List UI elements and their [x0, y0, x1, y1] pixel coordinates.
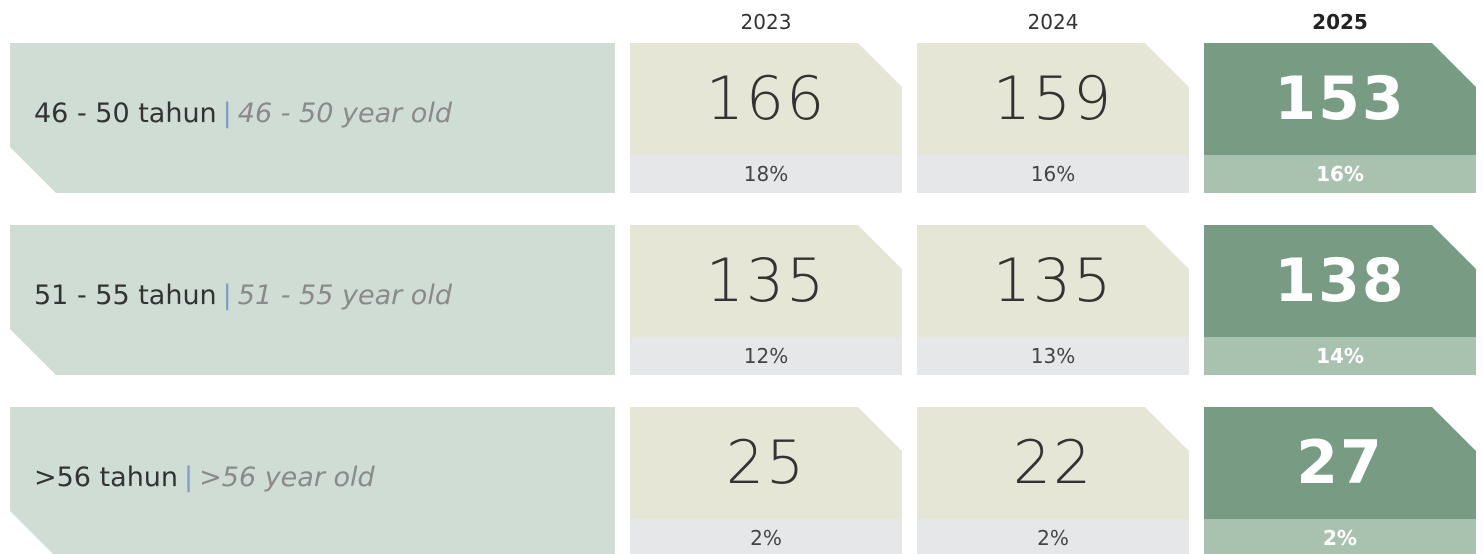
label-id: >56 tahun: [34, 462, 179, 493]
year-header: 2024: [1027, 10, 1079, 34]
label-text: 46 - 50 tahun | 46 - 50 year old: [34, 98, 452, 129]
count: 135: [630, 225, 902, 337]
year-header: 2025: [1312, 10, 1368, 34]
value-cell: 135 13%: [917, 225, 1189, 375]
percent: 13%: [917, 337, 1189, 375]
count: 159: [917, 43, 1189, 155]
row-label: >56 tahun | >56 year old: [10, 407, 615, 554]
corner-fold: [10, 511, 56, 554]
value-cell: 166 18%: [630, 43, 902, 193]
label-en: >56 year old: [199, 462, 375, 493]
count: 27: [1204, 407, 1476, 519]
row-label: 51 - 55 tahun | 51 - 55 year old: [10, 225, 615, 375]
count: 166: [630, 43, 902, 155]
label-text: 51 - 55 tahun | 51 - 55 year old: [34, 280, 452, 311]
count: 22: [917, 407, 1189, 519]
count: 135: [917, 225, 1189, 337]
label-id: 51 - 55 tahun: [34, 280, 217, 311]
value-cell: 153 16%: [1204, 43, 1476, 193]
value-cell: 27 2%: [1204, 407, 1476, 554]
count: 25: [630, 407, 902, 519]
separator: |: [222, 280, 232, 311]
row-label: 46 - 50 tahun | 46 - 50 year old: [10, 43, 615, 193]
percent: 18%: [630, 155, 902, 193]
label-text: >56 tahun | >56 year old: [34, 462, 375, 493]
percent: 16%: [917, 155, 1189, 193]
separator: |: [184, 462, 194, 493]
count: 153: [1204, 43, 1476, 155]
percent: 12%: [630, 337, 902, 375]
label-id: 46 - 50 tahun: [34, 98, 217, 129]
corner-fold: [10, 329, 56, 375]
value-cell: 138 14%: [1204, 225, 1476, 375]
percent: 14%: [1204, 337, 1476, 375]
percent: 2%: [1204, 519, 1476, 554]
percent: 2%: [917, 519, 1189, 554]
label-en: 51 - 55 year old: [237, 280, 452, 311]
value-cell: 159 16%: [917, 43, 1189, 193]
count: 138: [1204, 225, 1476, 337]
label-en: 46 - 50 year old: [237, 98, 452, 129]
percent: 16%: [1204, 155, 1476, 193]
value-cell: 135 12%: [630, 225, 902, 375]
value-cell: 25 2%: [630, 407, 902, 554]
separator: |: [222, 98, 232, 129]
year-header: 2023: [740, 10, 792, 34]
corner-fold: [10, 147, 56, 193]
value-cell: 22 2%: [917, 407, 1189, 554]
percent: 2%: [630, 519, 902, 554]
